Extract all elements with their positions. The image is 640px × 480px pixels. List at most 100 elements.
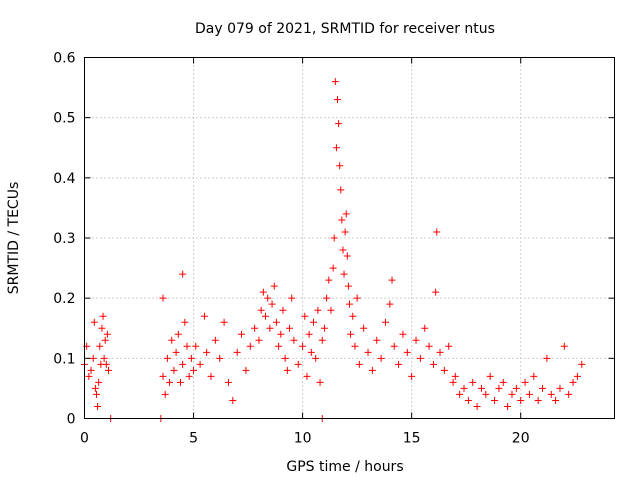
- data-point-marker: [517, 396, 525, 404]
- data-point-marker: [403, 348, 411, 356]
- data-point-marker: [386, 300, 394, 308]
- data-point-marker: [320, 324, 328, 332]
- data-point-marker: [360, 324, 368, 332]
- data-point-marker: [303, 372, 311, 380]
- data-point-marker: [338, 216, 346, 224]
- data-point-marker: [266, 324, 274, 332]
- x-tick-label: 20: [512, 431, 530, 447]
- data-point-marker: [288, 294, 296, 302]
- data-point-marker: [272, 318, 280, 326]
- data-point-marker: [449, 378, 457, 386]
- data-point-marker: [337, 186, 345, 194]
- data-point-marker: [486, 372, 494, 380]
- data-point-marker: [416, 354, 424, 362]
- data-point-marker: [433, 228, 441, 236]
- data-point-marker: [307, 348, 315, 356]
- data-point-marker: [408, 372, 416, 380]
- data-point-marker: [185, 372, 193, 380]
- data-point-marker: [277, 330, 285, 338]
- data-point-marker: [473, 402, 481, 410]
- data-point-marker: [90, 318, 98, 326]
- data-point-marker: [573, 372, 581, 380]
- data-point-marker: [432, 288, 440, 296]
- y-tick-label: 0: [67, 412, 76, 428]
- data-point-marker: [242, 366, 250, 374]
- data-point-marker: [329, 264, 337, 272]
- data-point-marker: [343, 252, 351, 260]
- data-point-marker: [192, 342, 200, 350]
- data-point-marker: [336, 162, 344, 170]
- data-point-marker: [187, 354, 195, 362]
- data-point-marker: [495, 384, 503, 392]
- data-point-marker: [569, 378, 577, 386]
- data-point-marker: [211, 336, 219, 344]
- data-point-marker: [491, 396, 499, 404]
- data-point-marker: [190, 366, 198, 374]
- data-point-marker: [87, 366, 95, 374]
- data-point-marker: [299, 342, 307, 350]
- data-point-marker: [181, 318, 189, 326]
- data-point-marker: [268, 300, 276, 308]
- data-point-marker: [525, 390, 533, 398]
- data-point-marker: [339, 246, 347, 254]
- data-point-marker: [255, 336, 263, 344]
- data-points: [81, 78, 586, 422]
- data-point-marker: [246, 342, 254, 350]
- x-tick-label: 0: [80, 431, 89, 447]
- data-point-marker: [340, 270, 348, 278]
- y-tick-label: 0.4: [53, 171, 75, 187]
- data-point-marker: [421, 324, 429, 332]
- data-point-marker: [331, 78, 339, 86]
- data-point-marker: [95, 378, 103, 386]
- x-tick-label: 5: [189, 431, 198, 447]
- data-point-marker: [98, 324, 106, 332]
- data-point-marker: [534, 396, 542, 404]
- data-point-marker: [257, 306, 265, 314]
- data-point-marker: [508, 390, 516, 398]
- data-point-marker: [163, 354, 171, 362]
- data-point-marker: [172, 348, 180, 356]
- grid-lines: [84, 57, 615, 419]
- data-point-marker: [314, 306, 322, 314]
- data-point-marker: [341, 228, 349, 236]
- data-point-marker: [85, 372, 93, 380]
- data-point-marker: [318, 336, 326, 344]
- data-point-marker: [547, 390, 555, 398]
- data-point-marker: [259, 288, 267, 296]
- data-point-marker: [101, 336, 109, 344]
- data-point-marker: [262, 312, 270, 320]
- x-tick-label: 10: [294, 431, 312, 447]
- data-point-marker: [460, 384, 468, 392]
- data-point-marker: [332, 144, 340, 152]
- plot-frame: [84, 57, 615, 419]
- data-point-marker: [335, 120, 343, 128]
- data-point-marker: [91, 384, 99, 392]
- data-point-marker: [96, 342, 104, 350]
- data-point-marker: [196, 360, 204, 368]
- data-point-marker: [539, 384, 547, 392]
- data-point-marker: [530, 372, 538, 380]
- data-point-marker: [100, 354, 108, 362]
- data-point-marker: [351, 342, 359, 350]
- data-point-marker: [102, 360, 110, 368]
- data-point-marker: [499, 378, 507, 386]
- data-point-marker: [327, 306, 335, 314]
- data-point-marker: [440, 366, 448, 374]
- data-point-marker: [251, 324, 259, 332]
- data-point-marker: [429, 360, 437, 368]
- data-point-marker: [456, 390, 464, 398]
- y-tick-label: 0.2: [53, 291, 75, 307]
- x-tick-label: 15: [403, 431, 421, 447]
- data-point-marker: [104, 366, 112, 374]
- data-point-marker: [504, 402, 512, 410]
- data-point-marker: [94, 402, 102, 410]
- data-point-marker: [395, 360, 403, 368]
- data-point-marker: [368, 366, 376, 374]
- data-point-marker: [200, 312, 208, 320]
- data-point-marker: [560, 342, 568, 350]
- data-point-marker: [373, 336, 381, 344]
- data-point-marker: [161, 390, 169, 398]
- data-point-marker: [301, 312, 309, 320]
- y-tick-label: 0.1: [53, 351, 75, 367]
